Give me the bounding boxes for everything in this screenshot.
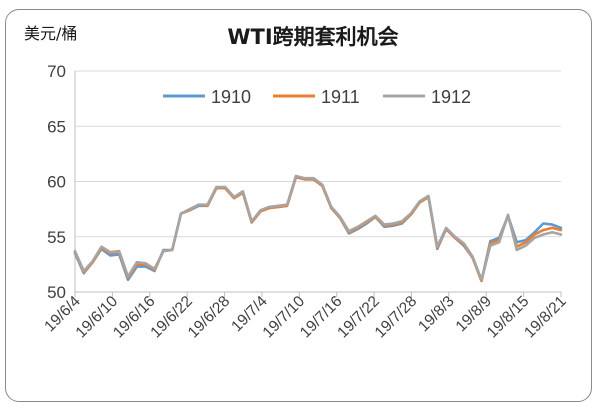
y-tick-label: 60	[47, 173, 66, 192]
legend: 1910 1911 1912	[163, 87, 471, 107]
unit-label: 美元/桶	[24, 24, 77, 43]
chart-frame	[5, 9, 592, 402]
legend-label-1912: 1912	[431, 87, 471, 107]
series-line-1912	[73, 174, 563, 282]
y-tick-label: 70	[47, 62, 66, 81]
y-tick-label: 55	[47, 228, 66, 247]
x-tick-label: 19/6/28	[185, 293, 234, 342]
x-tick-label: 19/8/21	[521, 293, 570, 342]
y-tick-label: 50	[47, 283, 66, 302]
legend-label-1910: 1910	[211, 87, 251, 107]
x-tick-label: 19/8/3	[415, 293, 458, 336]
chart-title: WTI跨期套利机会	[227, 25, 398, 49]
y-tick-label: 65	[47, 117, 66, 136]
x-axis: 19/6/419/6/1019/6/1619/6/2219/6/2819/7/4…	[41, 71, 570, 341]
y-axis-ticks: 50 55 60 65 70	[47, 62, 66, 302]
series-lines	[73, 174, 563, 283]
legend-label-1911: 1911	[321, 87, 360, 107]
x-tick-label: 19/7/28	[372, 293, 421, 342]
